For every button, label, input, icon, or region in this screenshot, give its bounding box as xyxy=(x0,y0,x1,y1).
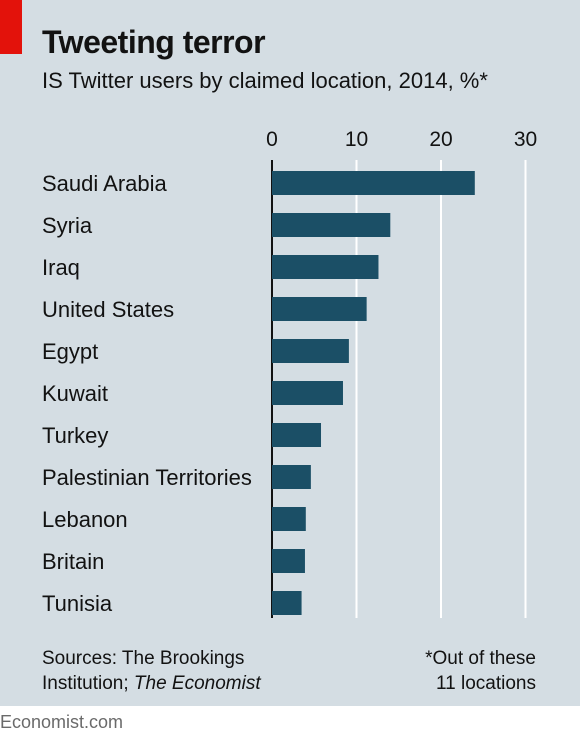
category-label-iraq: Iraq xyxy=(42,255,80,280)
source-line-2: Institution; The Economist xyxy=(42,671,261,696)
category-label-united-states: United States xyxy=(42,297,174,322)
red-tag xyxy=(0,0,22,54)
bars xyxy=(272,171,475,615)
category-label-kuwait: Kuwait xyxy=(42,381,108,406)
tick-label-20: 20 xyxy=(429,128,452,151)
chart-title: Tweeting terror xyxy=(42,24,266,60)
source-line-1: Sources: The Brookings xyxy=(42,648,245,669)
footnote-line-2: 11 locations xyxy=(436,673,536,694)
category-label-syria: Syria xyxy=(42,213,93,238)
category-label-palestinian-territories: Palestinian Territories xyxy=(42,465,252,490)
footnote: *Out of these 11 locations xyxy=(376,646,536,696)
category-label-egypt: Egypt xyxy=(42,339,98,364)
brand-label: Economist.com xyxy=(0,712,124,732)
tick-label-30: 30 xyxy=(514,128,537,151)
category-label-saudi-arabia: Saudi Arabia xyxy=(42,171,168,196)
bar-chart: 0 10 20 30 Saudi Arabia Syria Iraq United Stat… xyxy=(42,128,537,618)
source-line-2-text: Institution; xyxy=(42,673,134,694)
bar-palestinian-territories xyxy=(272,465,311,489)
bar-syria xyxy=(272,213,391,237)
bar-tunisia xyxy=(272,591,302,615)
bar-britain xyxy=(272,549,305,573)
footnote-line-1: *Out of these xyxy=(425,648,536,669)
bar-turkey xyxy=(272,423,322,447)
category-label-turkey: Turkey xyxy=(42,423,108,448)
chart-subtitle: IS Twitter users by claimed location, 20… xyxy=(42,68,488,93)
bar-egypt xyxy=(272,339,349,363)
category-labels: Saudi Arabia Syria Iraq United States Egypt K… xyxy=(42,171,252,616)
bar-united-states xyxy=(272,297,367,321)
bar-kuwait xyxy=(272,381,343,405)
category-label-britain: Britain xyxy=(42,549,104,574)
bar-iraq xyxy=(272,255,379,279)
tick-label-10: 10 xyxy=(345,128,368,151)
source-italic: The Economist xyxy=(133,673,261,694)
bar-saudi-arabia xyxy=(272,171,475,195)
source-note: Sources: The Brookings Institution; The … xyxy=(42,646,261,696)
tick-label-0: 0 xyxy=(266,128,278,151)
category-label-tunisia: Tunisia xyxy=(42,591,113,616)
category-label-lebanon: Lebanon xyxy=(42,507,128,532)
chart-panel: Tweeting terror IS Twitter users by clai… xyxy=(0,0,580,706)
tick-labels: 0 10 20 30 xyxy=(266,128,537,151)
bar-lebanon xyxy=(272,507,306,531)
